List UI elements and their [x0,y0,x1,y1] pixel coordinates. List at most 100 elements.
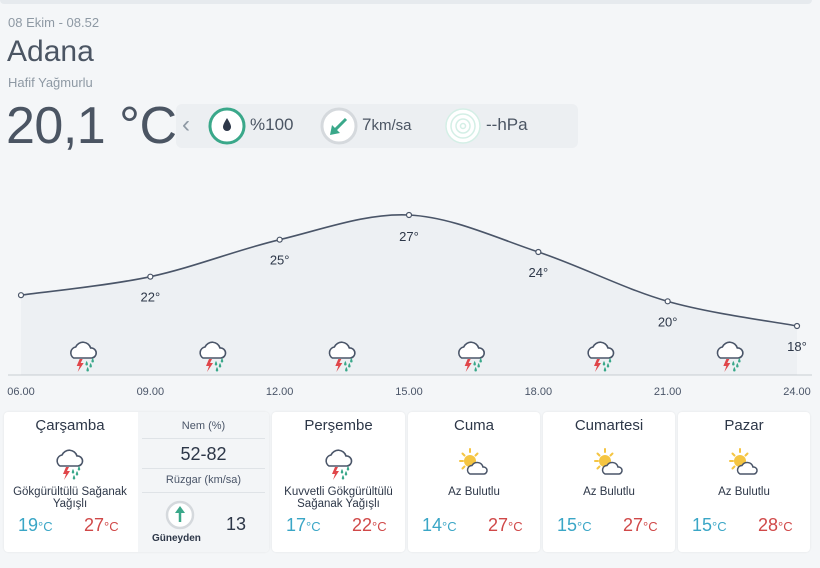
wind-direction: Güneyden [152,533,201,544]
high-temp: 28°C [758,515,793,536]
day-name: Çarşamba [35,417,105,434]
high-temp-value: 22 [352,515,373,535]
low-temp-unit: °C [442,519,457,534]
low-temp: 19°C [18,515,53,536]
thunder-rain-icon [324,449,352,480]
data-point [17,292,25,299]
thunder-rain-icon [716,341,744,372]
day-description: Az Bulutlu [718,486,770,498]
high-temp-unit: °C [778,519,793,534]
divider [142,468,265,469]
humidity-range: 52-82 [180,444,227,464]
high-temp-unit: °C [508,519,523,534]
x-tick-label: 24.00 [783,386,811,398]
thunder-rain-icon [458,341,485,372]
day-description: Az Bulutlu [448,486,500,498]
today-details: Nem (%) 52-82 Rüzgar (km/sa) Güneyden 13 [138,412,269,552]
high-temp-unit: °C [372,519,387,534]
thunder-rain-icon [70,341,97,372]
low-temp: 14°C [422,515,457,536]
partly-cloudy-icon [729,448,758,475]
day-name: Cumartesi [574,417,644,434]
day-description: Gökgürültülü Sağanak Yağışlı [13,486,127,510]
high-temp: 27°C [84,515,119,536]
low-temp-value: 19 [18,515,39,535]
high-temp: 27°C [488,515,523,536]
day-name: Pazar [724,417,764,434]
high-temp-unit: °C [104,519,119,534]
humidity-label: Nem (%) [181,420,226,432]
wind-direction-icon [320,107,358,145]
data-point [276,236,283,243]
day-card[interactable]: Cuma Az Bulutlu 14°C 27°C [408,412,540,552]
partly-cloudy-icon [594,448,623,475]
low-temp-unit: °C [38,519,53,534]
day-name: Cuma [453,417,494,434]
low-temp-value: 15 [557,515,578,535]
day-card[interactable]: Cumartesi Az Bulutlu 15°C 27°C [543,412,675,552]
wind-speed-value: 7 [362,115,372,134]
data-label: 25° [270,253,290,268]
high-temp-value: 27 [488,515,509,535]
city-name: Adana [7,35,94,68]
low-temp-unit: °C [577,519,592,534]
low-temp-unit: °C [306,519,321,534]
chart-area-fill [21,214,797,375]
current-condition: Hafif Yağmurlu [8,75,93,90]
today-summary: Çarşamba Gökgürültülü Sağanak Yağışlı 19… [4,412,136,552]
date-time: 08 Ekim - 08.52 [8,15,100,30]
wind-speed-today: 13 [226,514,247,534]
thunder-rain-icon [56,449,84,480]
pressure-value: --hPa [486,115,528,134]
high-temp-value: 27 [84,515,105,535]
data-point [147,273,154,280]
pressure-icon [445,108,481,144]
data-point [405,211,413,219]
data-label: 27° [399,229,419,244]
thunder-rain-icon [328,341,356,372]
x-tick-label: 09.00 [137,386,165,398]
high-temp-unit: °C [643,519,658,534]
data-label: 24° [528,265,548,280]
low-temp-unit: °C [712,519,727,534]
humidity-icon [208,107,246,145]
hourly-temperature-chart: 22° 25° 27° 24° 20° 18° 06.00 09.00 12.00 15.00 1… [7,211,812,398]
low-temp: 15°C [557,515,592,536]
current-temperature: 20,1 °C [6,97,177,155]
low-temp: 17°C [286,515,321,536]
data-label: 18° [787,339,807,354]
thunder-rain-icon [199,341,227,372]
x-tick-label: 18.00 [525,386,553,398]
low-temp-value: 17 [286,515,307,535]
data-point [535,248,542,256]
data-point [793,322,801,330]
top-bar [0,0,812,4]
partly-cloudy-icon [459,448,488,475]
day-card[interactable]: Pazar Az Bulutlu 15°C 28°C [678,412,810,552]
thunder-rain-icon [587,341,615,372]
humidity-value: %100 [250,115,294,134]
x-tick-label: 06.00 [7,386,35,398]
low-temp-value: 15 [692,515,713,535]
x-tick-label: 21.00 [654,386,682,398]
high-temp-value: 27 [623,515,644,535]
divider [142,438,265,439]
high-temp: 27°C [623,515,658,536]
day-card[interactable]: Perşembe Kuvvetli Gökgürültülü Sağanak Ya… [272,412,405,552]
day-description: Az Bulutlu [583,486,635,498]
day-name: Perşembe [304,417,373,434]
data-label: 20° [658,314,678,329]
wind-speed-unit: km/sa [371,117,412,134]
wind-speed: 7km/sa [362,115,411,135]
divider [142,492,265,493]
day-description: Kuvvetli Gökgürültülü Sağanak Yağışlı [284,486,393,510]
high-temp-value: 28 [758,515,779,535]
low-temp-value: 14 [422,515,443,535]
x-tick-label: 12.00 [266,386,294,398]
chevron-left-icon[interactable]: ‹ [182,111,190,138]
data-point [664,298,671,305]
data-label: 22° [140,290,160,305]
day-card-today[interactable]: Çarşamba Gökgürültülü Sağanak Yağışlı 19… [4,412,269,552]
low-temp: 15°C [692,515,727,536]
wind-label: Rüzgar (km/sa) [165,474,242,486]
